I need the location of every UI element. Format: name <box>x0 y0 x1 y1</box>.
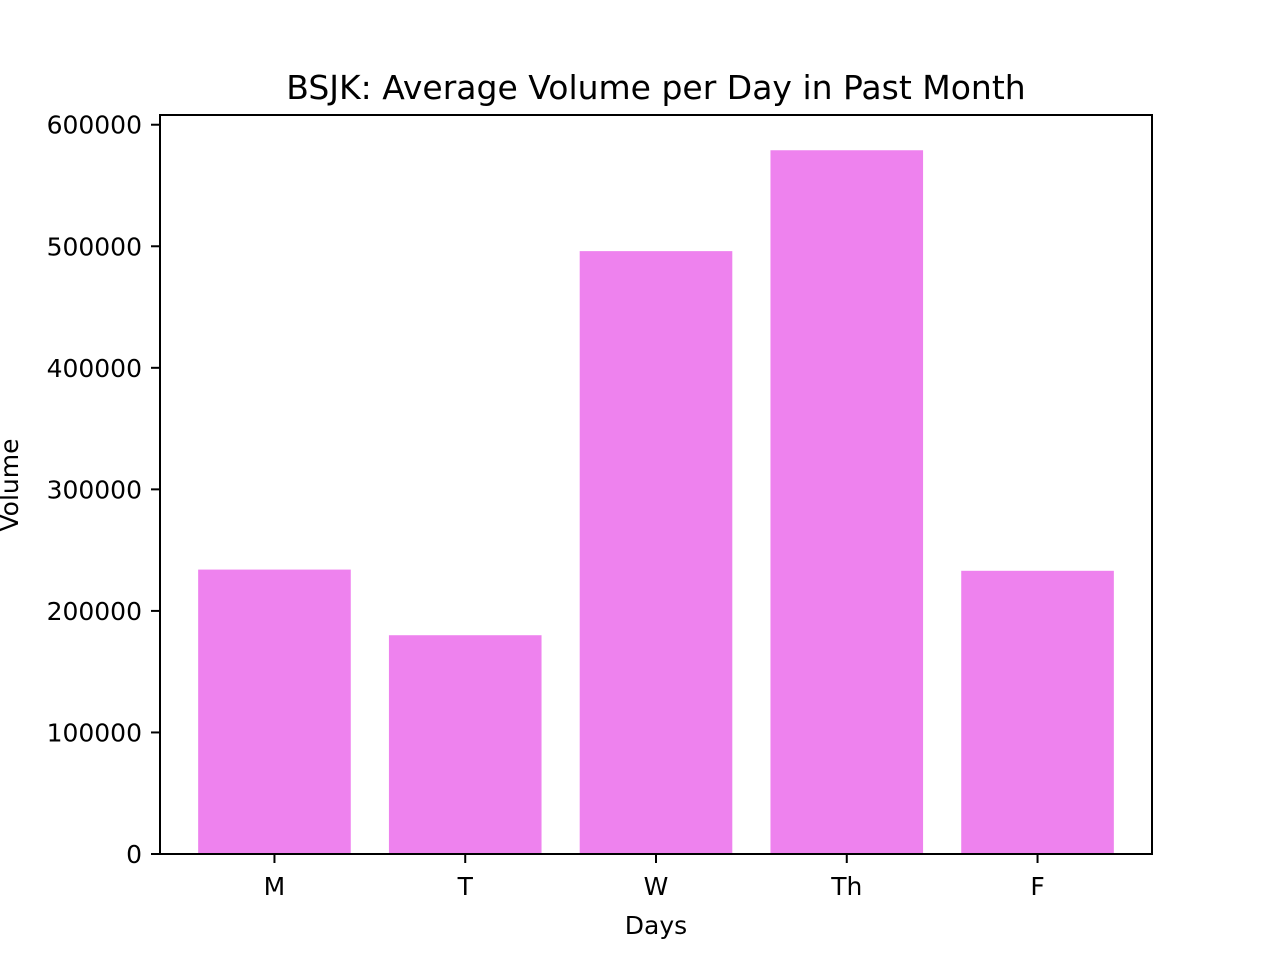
x-tick-label: Th <box>830 872 862 901</box>
y-tick-label: 600000 <box>47 111 142 140</box>
x-tick-label: T <box>457 872 474 901</box>
bar-w <box>579 251 733 854</box>
bar-f <box>961 570 1114 854</box>
x-tick-label: F <box>1030 872 1044 901</box>
y-tick-label: 200000 <box>47 597 142 626</box>
y-tick-label: 300000 <box>47 475 142 504</box>
x-tick-label: W <box>644 872 669 901</box>
bars-group <box>198 150 1114 854</box>
x-tick-label: M <box>264 872 286 901</box>
y-tick-label: 0 <box>126 840 142 869</box>
ticks-group: M T W Th F 0 100000 200000 300000 400000 500000 600… <box>47 111 1045 901</box>
y-axis-label: Volume <box>0 439 24 532</box>
y-tick-label: 400000 <box>47 354 142 383</box>
bar-th <box>770 150 924 854</box>
y-tick-label: 100000 <box>47 718 142 747</box>
bar-t <box>388 635 542 854</box>
bar-m <box>198 569 351 854</box>
plot-frame <box>159 114 1153 855</box>
chart-title: BSJK: Average Volume per Day in Past Mon… <box>286 68 1025 107</box>
x-axis-label: Days <box>625 911 687 940</box>
y-tick-label: 500000 <box>47 232 142 261</box>
